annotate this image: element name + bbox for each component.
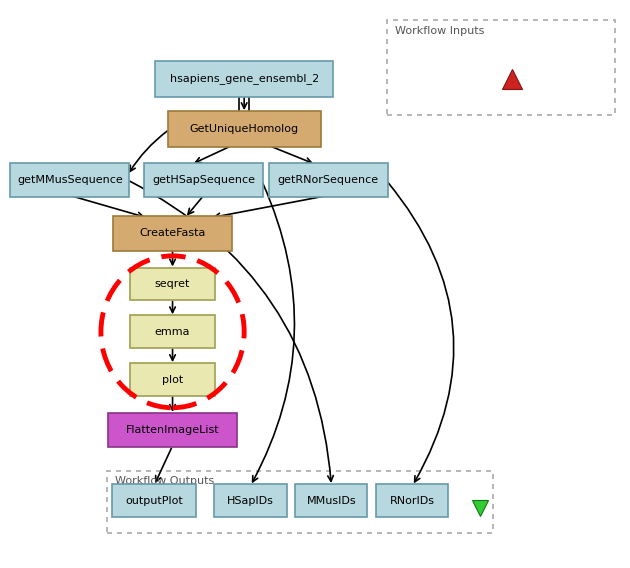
FancyBboxPatch shape (130, 268, 215, 300)
Text: hsapiens_gene_ensembl_2: hsapiens_gene_ensembl_2 (169, 73, 319, 84)
FancyBboxPatch shape (168, 111, 321, 147)
Text: RNorIDs: RNorIDs (390, 495, 435, 506)
FancyBboxPatch shape (113, 216, 232, 250)
Text: getRNorSequence: getRNorSequence (278, 175, 379, 185)
FancyBboxPatch shape (108, 413, 237, 448)
FancyBboxPatch shape (295, 485, 367, 517)
FancyBboxPatch shape (112, 485, 196, 517)
FancyBboxPatch shape (376, 485, 449, 517)
FancyBboxPatch shape (130, 364, 215, 396)
FancyBboxPatch shape (130, 315, 215, 348)
Text: plot: plot (162, 375, 183, 385)
Text: CreateFasta: CreateFasta (139, 228, 206, 239)
Text: GetUniqueHomolog: GetUniqueHomolog (190, 124, 299, 134)
FancyBboxPatch shape (144, 163, 263, 197)
Text: Workflow Inputs: Workflow Inputs (395, 26, 484, 36)
Text: seqret: seqret (155, 279, 190, 289)
FancyBboxPatch shape (10, 163, 129, 197)
FancyBboxPatch shape (269, 163, 387, 197)
Text: Workflow Outputs: Workflow Outputs (115, 477, 214, 486)
FancyBboxPatch shape (155, 61, 333, 97)
Text: getMMusSequence: getMMusSequence (17, 175, 123, 185)
Text: emma: emma (155, 327, 190, 337)
Text: MMusIDs: MMusIDs (307, 495, 356, 506)
Text: HSapIDs: HSapIDs (227, 495, 274, 506)
Text: FlattenImageList: FlattenImageList (126, 425, 219, 435)
Text: getHSapSequence: getHSapSequence (152, 175, 255, 185)
FancyBboxPatch shape (214, 485, 287, 517)
Text: outputPlot: outputPlot (125, 495, 183, 506)
